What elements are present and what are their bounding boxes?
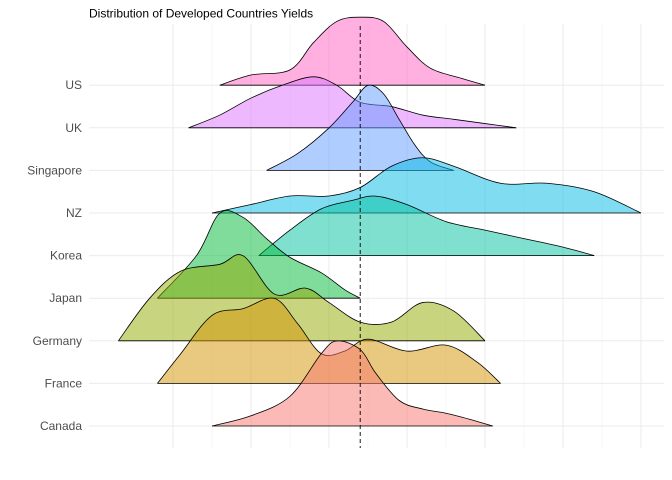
ridge-outline-korea bbox=[258, 195, 595, 256]
ridge-area-korea bbox=[258, 195, 595, 256]
chart-title: Distribution of Developed Countries Yiel… bbox=[89, 7, 313, 21]
ridge-us bbox=[219, 16, 486, 86]
y-axis-labels: Canada France Germany Japan Korea NZ Singapore… bbox=[27, 78, 82, 433]
ridge-outline-germany bbox=[118, 254, 486, 342]
y-label-uk: UK bbox=[65, 121, 82, 135]
y-label-france: France bbox=[45, 376, 83, 390]
y-label-us: US bbox=[65, 78, 82, 92]
ridge-outline-nz bbox=[211, 157, 642, 214]
ridge-area-france bbox=[157, 297, 501, 384]
y-label-singapore: Singapore bbox=[27, 163, 82, 177]
ridge-area-canada bbox=[212, 340, 493, 426]
ridge-outline-canada bbox=[211, 340, 493, 427]
y-label-nz: NZ bbox=[66, 206, 82, 220]
ridge-outline-uk bbox=[188, 76, 517, 129]
ridge-outline-us bbox=[219, 16, 486, 86]
y-label-japan: Japan bbox=[49, 291, 82, 305]
ridge-area-us bbox=[219, 17, 486, 86]
ridge-korea bbox=[258, 195, 595, 257]
ridge-outline-japan bbox=[157, 210, 361, 299]
ridge-area-nz bbox=[212, 157, 641, 213]
y-label-korea: Korea bbox=[50, 249, 82, 263]
ridge-outline-singapore bbox=[266, 84, 454, 171]
y-label-canada: Canada bbox=[40, 419, 82, 433]
y-label-germany: Germany bbox=[33, 334, 82, 348]
ridge-canada bbox=[211, 340, 493, 427]
